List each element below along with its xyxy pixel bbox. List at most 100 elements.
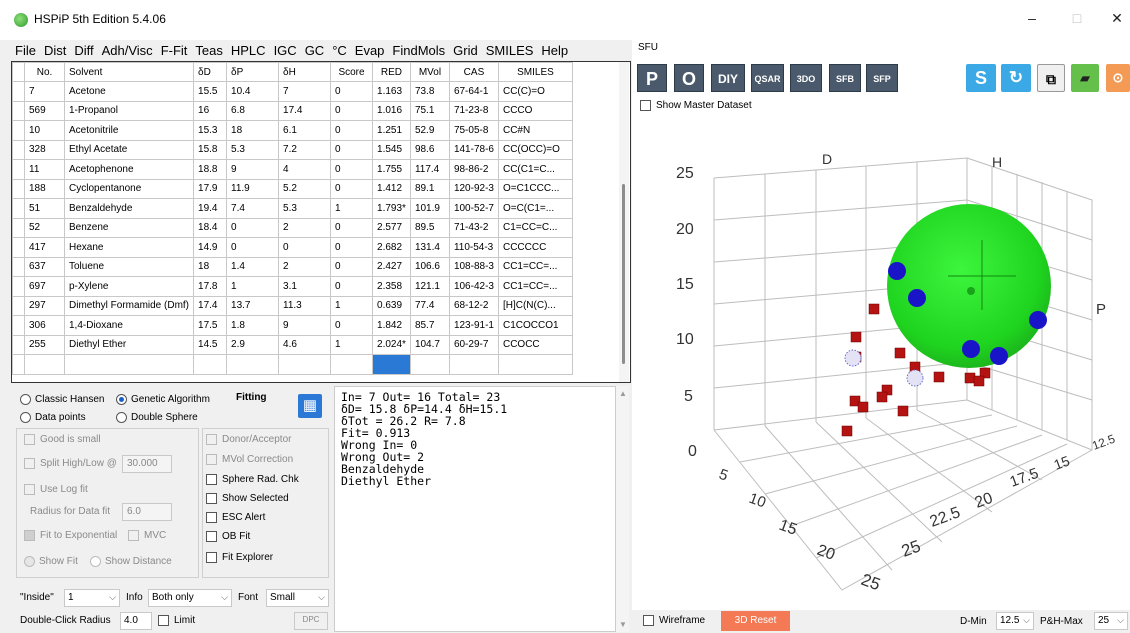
- table-cell[interactable]: Acetophenone: [63, 159, 195, 180]
- table-cell[interactable]: 1.4: [226, 256, 280, 277]
- table-cell[interactable]: 7.2: [278, 139, 332, 160]
- table-cell[interactable]: 75.1: [409, 100, 450, 121]
- table-cell[interactable]: [H]C(N(C)...: [497, 295, 573, 316]
- table-scrollbar[interactable]: [619, 62, 629, 382]
- table-cell[interactable]: 11: [24, 159, 65, 180]
- table-cell[interactable]: 0: [330, 159, 374, 180]
- toolbar-3do-button[interactable]: 3DO: [790, 64, 822, 92]
- classic-hansen-option[interactable]: Classic Hansen: [20, 394, 104, 405]
- toolbar-o-button[interactable]: O: [674, 64, 704, 92]
- table-row[interactable]: 637 Toluene 18 1.4 2 0 2.427 106.6 108-88-3 CC1=C…: [12, 256, 573, 277]
- menu-dist[interactable]: Dist: [43, 43, 67, 58]
- table-cell[interactable]: 15.5: [193, 81, 228, 102]
- col-mvol[interactable]: MVol: [409, 62, 450, 82]
- col-dd[interactable]: δD: [193, 62, 228, 82]
- use-log-fit-checkbox[interactable]: [24, 484, 35, 495]
- toolbar-sfb-button[interactable]: SFB: [829, 64, 861, 92]
- donor-acceptor-checkbox[interactable]: [206, 434, 217, 445]
- table-cell[interactable]: 417: [24, 237, 65, 258]
- fit-to-exponential-checkbox[interactable]: [24, 530, 35, 541]
- menu-grid[interactable]: Grid: [453, 43, 478, 58]
- maximize-button[interactable]: □: [1072, 10, 1082, 26]
- row-selector[interactable]: [12, 178, 25, 199]
- classic-hansen-radio[interactable]: [20, 394, 31, 405]
- show-distance-option[interactable]: Show Distance: [90, 556, 172, 567]
- info-select[interactable]: Both only ⌵: [148, 589, 232, 607]
- data-points-option[interactable]: Data points: [20, 412, 86, 423]
- table-cell[interactable]: 121.1: [409, 276, 450, 297]
- menu-findmols[interactable]: FindMols: [392, 43, 446, 58]
- sphere-rad-chk-checkbox[interactable]: [206, 474, 217, 485]
- table-cell[interactable]: 188: [24, 178, 65, 199]
- table-cell[interactable]: 98.6: [409, 139, 450, 160]
- col-dh[interactable]: δH: [278, 62, 332, 82]
- mvc-checkbox[interactable]: [128, 530, 139, 541]
- pane-tab[interactable]: SFU: [638, 42, 658, 53]
- table-cell[interactable]: 0: [226, 217, 280, 238]
- col-cas[interactable]: CAS: [448, 62, 499, 82]
- table-cell[interactable]: 68-12-2: [448, 295, 499, 316]
- outside-point[interactable]: [894, 347, 906, 359]
- table-cell[interactable]: 2.024*: [372, 334, 411, 355]
- row-selector[interactable]: [12, 100, 25, 121]
- table-cell[interactable]: 1: [330, 198, 374, 219]
- table-cell[interactable]: 2: [278, 256, 332, 277]
- row-selector[interactable]: [12, 295, 25, 316]
- table-cell[interactable]: O=C(C1=...: [497, 198, 573, 219]
- table-cell[interactable]: 1.793*: [372, 198, 411, 219]
- table-cell[interactable]: 1.842: [372, 315, 411, 336]
- dcr-input[interactable]: 4.0: [120, 612, 152, 630]
- table-cell[interactable]: C1COCCO1: [497, 315, 573, 336]
- outside-point[interactable]: [841, 425, 853, 437]
- table-cell[interactable]: 0: [330, 100, 374, 121]
- outside-point[interactable]: [933, 371, 945, 383]
- table-cell[interactable]: CC#N: [497, 120, 573, 141]
- good-is-small-checkbox[interactable]: [24, 434, 35, 445]
- s-icon-button[interactable]: S: [966, 64, 996, 92]
- data-points-radio[interactable]: [20, 412, 31, 423]
- 3d-reset-button[interactable]: 3D Reset: [721, 611, 790, 631]
- table-row[interactable]: 10 Acetonitrile 15.3 18 6.1 0 1.251 52.9 75-05-8…: [12, 120, 573, 141]
- table-cell[interactable]: Acetonitrile: [63, 120, 195, 141]
- show-fit-option[interactable]: Show Fit: [24, 556, 78, 567]
- table-cell[interactable]: CC(C1=C...: [497, 159, 573, 180]
- table-cell[interactable]: 1.163: [372, 81, 411, 102]
- outside-point[interactable]: [964, 372, 976, 384]
- outside-point[interactable]: [868, 303, 880, 315]
- table-cell[interactable]: 255: [24, 334, 65, 355]
- table-cell[interactable]: 1.545: [372, 139, 411, 160]
- table-cell[interactable]: 7: [24, 81, 65, 102]
- row-selector[interactable]: [12, 81, 25, 102]
- outside-point[interactable]: [979, 367, 991, 379]
- table-cell[interactable]: 108-88-3: [448, 256, 499, 277]
- outside-point[interactable]: [857, 401, 869, 413]
- inside-select[interactable]: 1 ⌵: [64, 589, 120, 607]
- menu-hplc[interactable]: HPLC: [230, 43, 266, 58]
- table-cell[interactable]: Acetone: [63, 81, 195, 102]
- sphere-rad-chk-option[interactable]: Sphere Rad. Chk: [206, 474, 299, 485]
- table-cell[interactable]: Hexane: [63, 237, 195, 258]
- menu-igc[interactable]: IGC: [273, 43, 297, 58]
- double-sphere-radio[interactable]: [116, 412, 127, 423]
- table-cell[interactable]: 51: [24, 198, 65, 219]
- table-cell[interactable]: 14.5: [193, 334, 228, 355]
- table-cell[interactable]: 1: [330, 295, 374, 316]
- table-row[interactable]: 697 p-Xylene 17.8 1 3.1 0 2.358 121.1 106-42-3 CC…: [12, 276, 573, 297]
- row-selector[interactable]: [12, 315, 25, 336]
- row-selector[interactable]: [12, 334, 25, 355]
- table-cell[interactable]: 17.4: [193, 295, 228, 316]
- table-cell[interactable]: 6.1: [278, 120, 332, 141]
- fit-to-exponential-option[interactable]: Fit to Exponential: [24, 530, 117, 541]
- split-value-input[interactable]: 30.000: [122, 455, 172, 473]
- menu-evap[interactable]: Evap: [354, 43, 385, 58]
- genetic-algorithm-radio[interactable]: [116, 394, 127, 405]
- menu-help[interactable]: Help: [541, 43, 569, 58]
- table-cell[interactable]: 10.4: [226, 81, 280, 102]
- table-cell[interactable]: CCCCCC: [497, 237, 573, 258]
- menu-adh-visc[interactable]: Adh/Visc: [101, 43, 153, 58]
- table-cell[interactable]: 18: [226, 120, 280, 141]
- table-cell[interactable]: 0: [330, 81, 374, 102]
- table-cell[interactable]: 17.9: [193, 178, 228, 199]
- table-cell[interactable]: 637: [24, 256, 65, 277]
- wrong-point[interactable]: [906, 369, 924, 387]
